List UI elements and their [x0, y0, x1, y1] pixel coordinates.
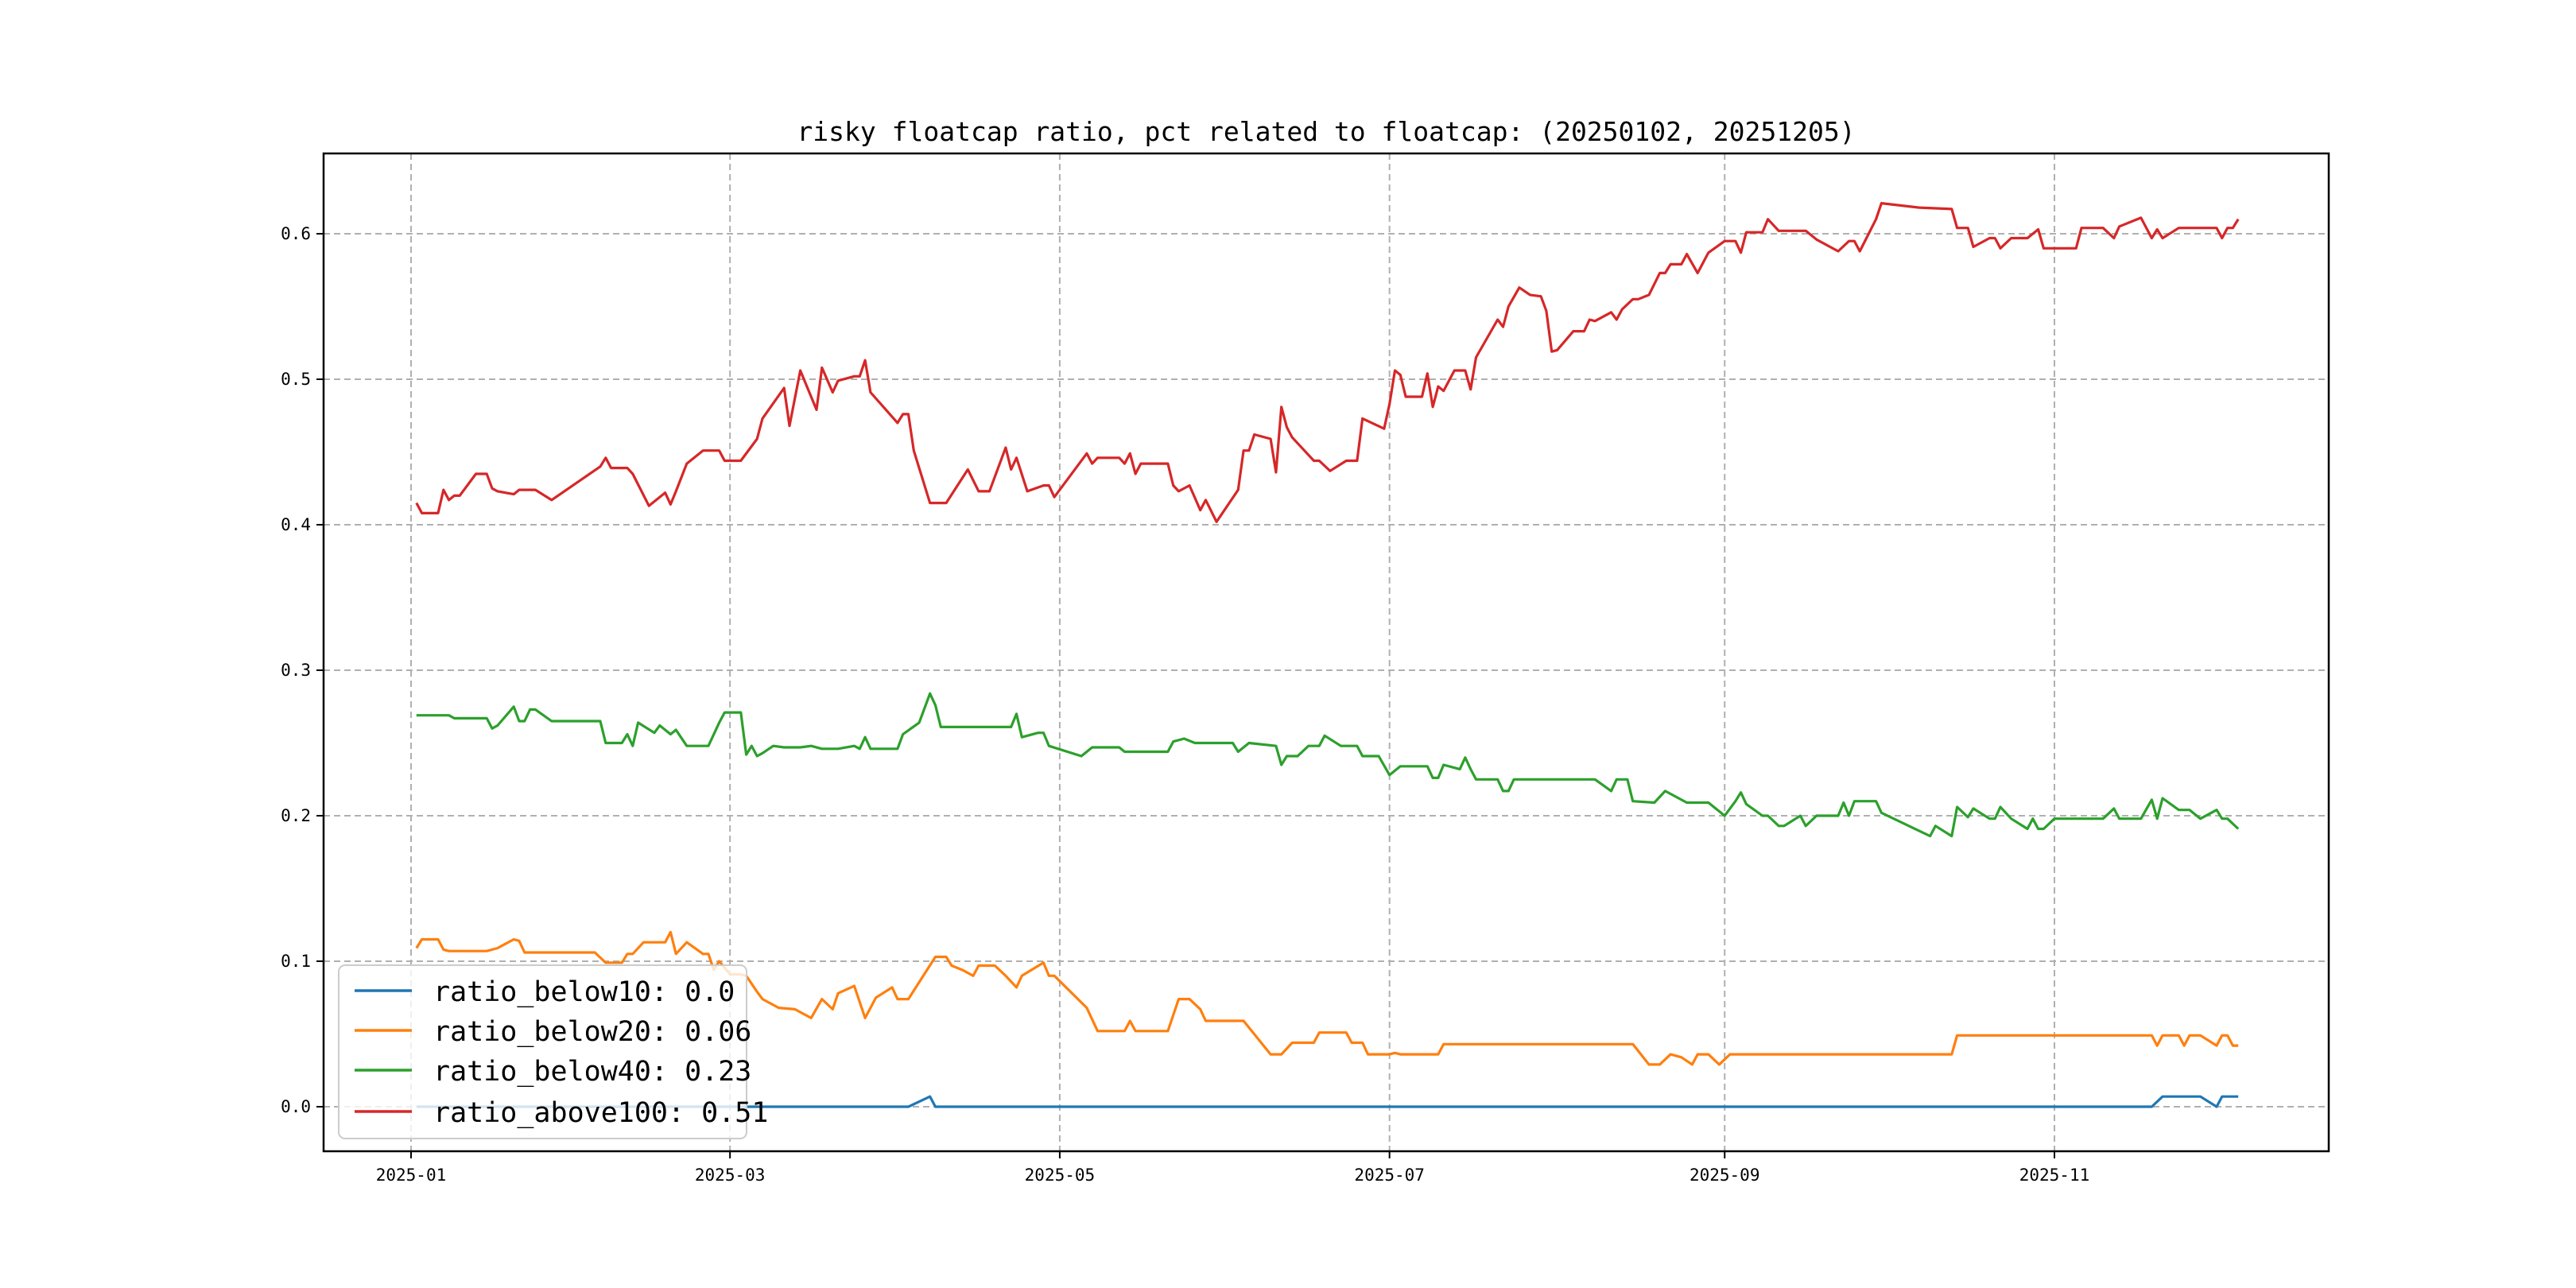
legend: ratio_below10: 0.0 ratio_below20: 0.06 rat…	[338, 964, 768, 1139]
chart-title: risky floatcap ratio, pct related to flo…	[797, 116, 1855, 147]
y-tick-label: 0.2	[281, 806, 311, 825]
x-tick-label: 2025-09	[1690, 1166, 1760, 1185]
y-tick-label: 0.3	[281, 661, 311, 680]
legend-label-ratio_below10: ratio_below10: 0.0	[433, 976, 735, 1008]
plot-frame	[322, 152, 2330, 1153]
axis-ticks: 2025-01 2025-03 2025-05 2025-07 2025-09 2025-…	[281, 224, 2089, 1185]
x-tick-label: 2025-11	[2019, 1166, 2090, 1185]
series-lines	[415, 202, 2240, 1108]
x-tick-label: 2025-05	[1025, 1166, 1096, 1185]
x-tick-label: 2025-07	[1354, 1166, 1425, 1185]
y-tick-label: 0.1	[281, 952, 311, 971]
series-line-ratio_below10	[416, 1095, 2239, 1108]
legend-label-ratio_below20: ratio_below20: 0.06	[433, 1016, 751, 1048]
legend-label-ratio_below40: ratio_below40: 0.23	[433, 1056, 751, 1088]
y-tick-label: 0.5	[281, 370, 311, 389]
series-line-ratio_above100	[415, 202, 2240, 523]
legend-label-ratio_above100: ratio_above100: 0.51	[433, 1097, 768, 1129]
legend-box	[338, 964, 747, 1139]
y-tick-label: 0.0	[281, 1097, 311, 1116]
y-tick-label: 0.6	[281, 224, 311, 243]
x-tick-label: 2025-03	[695, 1166, 766, 1185]
series-line-ratio_below20	[415, 930, 2239, 1066]
series-line-ratio_below40	[416, 692, 2240, 838]
x-tick-label: 2025-01	[376, 1166, 447, 1185]
grid-lines	[324, 153, 2329, 1151]
y-tick-label: 0.4	[281, 515, 311, 534]
